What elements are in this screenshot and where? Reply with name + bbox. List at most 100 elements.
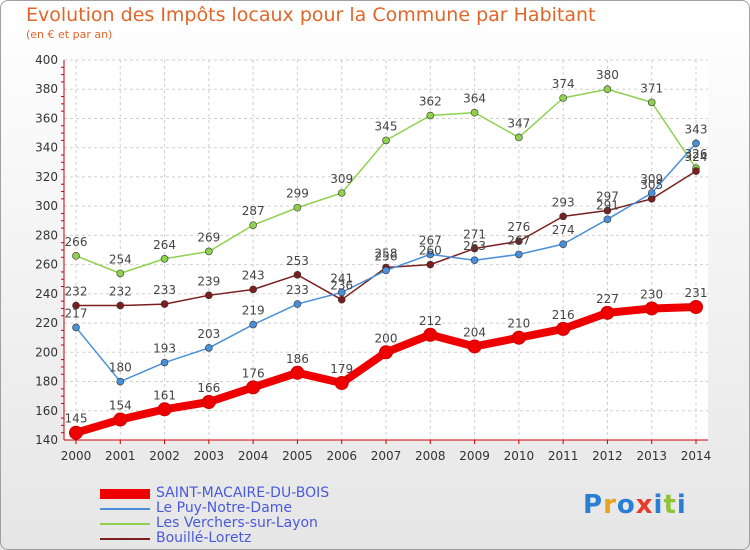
data-point: [205, 291, 213, 300]
data-label: 212: [419, 314, 442, 328]
data-point: [337, 288, 346, 297]
data-label: 345: [375, 119, 398, 133]
data-point: [511, 330, 526, 345]
data-point: [69, 425, 83, 440]
data-label: 293: [552, 195, 575, 209]
legend-swatch: [100, 489, 150, 499]
x-tick-label: 2004: [238, 449, 269, 463]
x-tick-label: 2014: [681, 449, 712, 463]
data-label: 258: [375, 247, 398, 261]
data-point: [293, 271, 302, 279]
x-tick-label: 2001: [105, 449, 136, 463]
data-point: [515, 133, 523, 142]
legend-swatch: [100, 508, 150, 510]
data-label: 326: [685, 147, 708, 161]
legend-label: Les Verchers-sur-Layon: [156, 515, 318, 531]
y-tick-label: 140: [35, 433, 58, 447]
data-label: 230: [640, 287, 663, 301]
data-label: 145: [65, 412, 88, 426]
x-tick-label: 2010: [504, 449, 535, 463]
data-label: 236: [330, 279, 353, 293]
legend-label: SAINT-MACAIRE-DU-BOIS: [156, 485, 330, 501]
data-label: 371: [640, 81, 663, 95]
data-label: 254: [109, 252, 132, 266]
data-point: [113, 412, 128, 427]
data-point: [160, 300, 169, 308]
data-point: [72, 323, 80, 332]
data-label: 210: [507, 317, 530, 331]
y-tick-label: 320: [35, 170, 58, 184]
data-point: [205, 247, 213, 256]
legend-item: Les Verchers-sur-Layon: [100, 516, 380, 531]
data-label: 266: [65, 235, 88, 249]
chart-subtitle: (en € et par an): [26, 28, 113, 41]
data-label: 267: [507, 233, 530, 247]
data-point: [246, 380, 261, 395]
data-label: 186: [286, 352, 309, 366]
data-point: [470, 244, 479, 253]
data-label: 287: [242, 204, 265, 218]
data-point: [157, 402, 172, 417]
data-label: 362: [419, 95, 442, 109]
chart-legend: SAINT-MACAIRE-DU-BOIS Le Puy-Notre-Dame Le…: [100, 486, 380, 546]
data-point: [293, 300, 302, 308]
y-tick-label: 180: [35, 375, 58, 389]
data-point: [337, 189, 346, 197]
data-point: [160, 358, 169, 367]
data-label: 193: [153, 342, 176, 356]
y-tick-label: 260: [35, 258, 58, 272]
data-point: [379, 345, 393, 360]
legend-item: Bouillé-Loretz: [100, 531, 380, 546]
data-label: 267: [419, 233, 442, 247]
data-point: [559, 240, 567, 248]
y-tick-label: 240: [35, 287, 58, 301]
data-label: 291: [596, 198, 619, 212]
data-label: 232: [65, 285, 88, 299]
data-point: [603, 215, 612, 224]
data-label: 274: [552, 223, 575, 237]
data-point: [160, 254, 169, 263]
x-tick-label: 2013: [636, 449, 667, 463]
data-point: [72, 252, 80, 260]
data-label: 232: [109, 285, 132, 299]
data-point: [249, 320, 257, 329]
data-point: [692, 167, 700, 175]
x-tick-label: 2006: [326, 449, 357, 463]
data-point: [603, 85, 612, 94]
data-point: [334, 376, 349, 390]
data-point: [647, 98, 656, 107]
data-label: 309: [330, 172, 353, 186]
data-label: 297: [596, 190, 619, 204]
data-label: 217: [65, 306, 88, 320]
data-label: 176: [242, 366, 265, 380]
y-tick-label: 280: [35, 228, 58, 242]
data-point: [205, 344, 213, 352]
x-tick-label: 2012: [592, 449, 623, 463]
data-point: [559, 94, 567, 102]
y-tick-label: 200: [35, 345, 58, 359]
data-label: 264: [153, 238, 176, 252]
data-point: [470, 256, 479, 265]
data-label: 203: [197, 327, 220, 341]
data-point: [201, 395, 216, 409]
data-point: [644, 301, 659, 316]
data-point: [600, 305, 615, 320]
data-point: [293, 203, 302, 212]
data-point: [290, 365, 305, 380]
data-label: 216: [552, 308, 575, 322]
data-point: [556, 321, 571, 336]
data-label: 309: [640, 172, 663, 186]
data-label: 241: [330, 271, 353, 285]
y-tick-label: 380: [35, 82, 58, 96]
data-point: [647, 189, 656, 197]
data-point: [426, 250, 435, 259]
y-tick-label: 400: [35, 53, 58, 67]
data-label: 260: [419, 244, 442, 258]
y-tick-label: 160: [35, 404, 58, 418]
data-point: [72, 301, 80, 310]
data-label: 305: [640, 178, 663, 192]
data-point: [116, 301, 125, 310]
data-label: 179: [330, 362, 353, 376]
y-tick-label: 300: [35, 199, 58, 213]
